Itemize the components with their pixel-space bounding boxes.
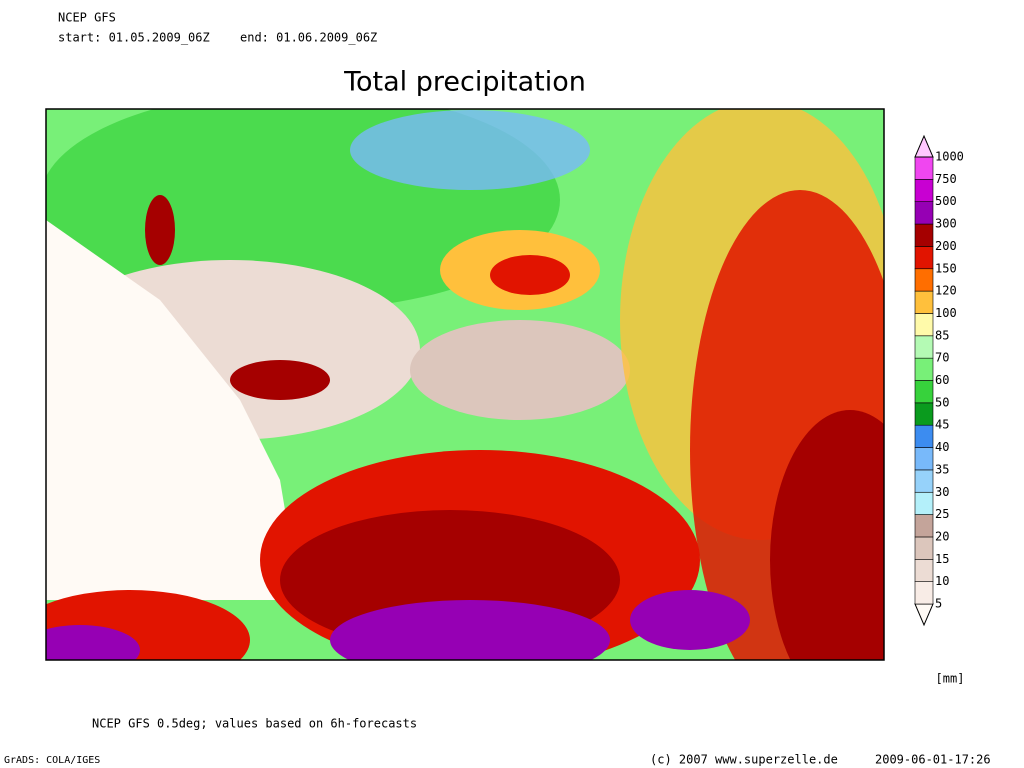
- start-time: start: 01.05.2009_06Z: [58, 31, 210, 45]
- colorbar-label: 35: [935, 462, 949, 476]
- colorbar-box: [914, 491, 934, 515]
- colorbar-box: [914, 514, 934, 538]
- colorbar-label: 40: [935, 440, 949, 454]
- colorbar-triangle: [914, 603, 934, 627]
- colorbar-label: 20: [935, 529, 949, 543]
- colorbar-label: 200: [935, 239, 957, 253]
- colorbar-box: [914, 335, 934, 359]
- colorbar-label: 5: [935, 597, 942, 611]
- precipitation-map: [46, 109, 884, 660]
- colorbar: 5 10 15 20 25 30 35 40 45 50 60 70 85 100 120 150 200 300…: [914, 134, 964, 627]
- colorbar-box: [914, 447, 934, 471]
- colorbar-box: [914, 246, 934, 270]
- colorbar-label: 500: [935, 194, 957, 208]
- colorbar-label: 85: [935, 328, 949, 342]
- colorbar-label: 10: [935, 574, 949, 588]
- colorbar-box: [914, 156, 934, 180]
- colorbar-label: 750: [935, 172, 957, 186]
- colorbar-label: 25: [935, 507, 949, 521]
- colorbar-label: 70: [935, 351, 949, 365]
- colorbar-label: 1000: [935, 150, 964, 164]
- colorbar-box: [914, 380, 934, 404]
- colorbar-box: [914, 536, 934, 560]
- colorbar-box: [914, 558, 934, 582]
- footer-note: NCEP GFS 0.5deg; values based on 6h-fore…: [92, 717, 417, 731]
- colorbar-triangle: [914, 134, 934, 158]
- colorbar-label: 45: [935, 418, 949, 432]
- colorbar-box: [914, 402, 934, 426]
- copyright: (c) 2007 www.superzelle.de: [650, 753, 838, 767]
- colorbar-box: [914, 469, 934, 493]
- colorbar-box: [914, 313, 934, 337]
- software-credit: GrADS: COLA/IGES: [4, 755, 100, 766]
- colorbar-label: 120: [935, 284, 957, 298]
- colorbar-label: 100: [935, 306, 957, 320]
- colorbar-box: [914, 179, 934, 203]
- colorbar-label: 150: [935, 261, 957, 275]
- colorbar-box: [914, 357, 934, 381]
- colorbar-label: 50: [935, 395, 949, 409]
- model-name: NCEP GFS: [58, 11, 116, 25]
- colorbar-box: [914, 424, 934, 448]
- colorbar-box: [914, 268, 934, 292]
- title: Total precipitation: [343, 67, 586, 98]
- colorbar-box: [914, 201, 934, 225]
- colorbar-box: [914, 223, 934, 247]
- colorbar-label: 15: [935, 552, 949, 566]
- end-time: end: 01.06.2009_06Z: [240, 31, 377, 45]
- map-frame: [45, 108, 885, 661]
- timestamp: 2009-06-01-17:26: [875, 753, 991, 767]
- colorbar-label: 30: [935, 485, 949, 499]
- colorbar-label: 300: [935, 217, 957, 231]
- unit-label: [mm]: [936, 672, 965, 686]
- colorbar-label: 60: [935, 373, 949, 387]
- colorbar-box: [914, 290, 934, 314]
- colorbar-box: [914, 581, 934, 605]
